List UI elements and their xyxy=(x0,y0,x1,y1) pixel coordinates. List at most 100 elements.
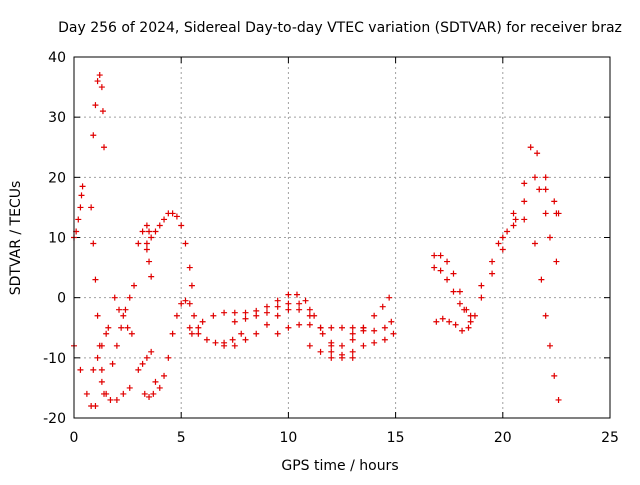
data-point xyxy=(437,252,444,259)
series-arc-14 xyxy=(152,297,202,391)
data-point xyxy=(512,216,519,223)
data-point xyxy=(173,213,180,220)
data-point xyxy=(371,327,378,334)
data-point xyxy=(263,309,270,316)
data-point xyxy=(306,321,313,328)
data-point xyxy=(107,396,114,403)
data-point xyxy=(274,312,281,319)
data-point xyxy=(431,264,438,271)
data-point xyxy=(173,312,180,319)
series-arc-15 xyxy=(186,324,245,346)
data-point xyxy=(551,198,558,205)
data-point xyxy=(161,216,168,223)
data-point xyxy=(319,330,326,337)
data-point xyxy=(199,318,206,325)
data-point xyxy=(452,321,459,328)
data-point xyxy=(463,306,470,313)
y-tick-label: 40 xyxy=(48,50,66,66)
data-point xyxy=(98,378,105,385)
series-arc-29 xyxy=(531,240,562,403)
data-point xyxy=(124,324,131,331)
data-point xyxy=(116,306,123,313)
data-point xyxy=(75,216,82,223)
data-point xyxy=(139,360,146,367)
data-point xyxy=(542,186,549,193)
series-arc-30 xyxy=(536,186,560,265)
data-point xyxy=(169,210,176,217)
data-point xyxy=(371,312,378,319)
data-point xyxy=(94,312,101,319)
data-point xyxy=(349,336,356,343)
data-point xyxy=(195,330,202,337)
data-point xyxy=(551,372,558,379)
data-point xyxy=(103,390,110,397)
data-point xyxy=(152,228,159,235)
data-point xyxy=(210,312,217,319)
data-point xyxy=(90,132,97,139)
data-point xyxy=(143,222,150,229)
data-point xyxy=(120,312,127,319)
data-point xyxy=(253,312,260,319)
data-point xyxy=(126,294,133,301)
series-arc-4 xyxy=(90,72,108,151)
data-point xyxy=(504,228,511,235)
series-arc-3 xyxy=(88,204,108,397)
data-point xyxy=(439,315,446,322)
data-point xyxy=(328,324,335,331)
series-arc-2 xyxy=(71,183,86,241)
data-point xyxy=(349,354,356,361)
data-point xyxy=(148,234,155,241)
data-point xyxy=(317,348,324,355)
data-point xyxy=(231,309,238,316)
y-tick-label: 0 xyxy=(57,291,66,307)
data-point xyxy=(450,288,457,295)
data-point xyxy=(339,324,345,331)
data-point xyxy=(302,297,309,304)
data-point xyxy=(118,324,125,331)
data-point xyxy=(274,297,281,304)
x-axis-label: GPS time / hours xyxy=(281,458,398,474)
data-point xyxy=(148,348,155,355)
data-point xyxy=(444,258,451,265)
data-point xyxy=(538,276,545,283)
data-point xyxy=(555,396,562,403)
data-point xyxy=(274,330,281,337)
data-point xyxy=(139,228,146,235)
data-point xyxy=(186,300,193,307)
data-points xyxy=(71,72,562,409)
data-point xyxy=(231,318,238,325)
data-point xyxy=(152,378,159,385)
data-point xyxy=(182,240,189,247)
data-point xyxy=(98,366,105,373)
x-tick-label: 25 xyxy=(601,430,619,446)
data-point xyxy=(553,210,560,217)
data-point xyxy=(165,354,172,361)
chart-title: Day 256 of 2024, Sidereal Day-to-day VTE… xyxy=(58,20,622,36)
data-point xyxy=(88,204,95,211)
series-arc-21 xyxy=(328,294,393,355)
data-point xyxy=(96,72,103,79)
series-arc-24 xyxy=(431,264,470,313)
data-point xyxy=(306,342,313,349)
data-point xyxy=(531,240,538,247)
data-point xyxy=(231,342,238,349)
data-point xyxy=(131,282,138,289)
data-point xyxy=(150,390,157,397)
data-point xyxy=(546,342,553,349)
data-point xyxy=(431,252,438,259)
data-point xyxy=(553,258,560,265)
data-point xyxy=(433,318,440,325)
y-tick-label: 10 xyxy=(48,231,66,247)
data-point xyxy=(456,300,463,307)
data-point xyxy=(105,324,112,331)
data-point xyxy=(92,276,99,283)
data-point xyxy=(78,192,85,199)
series-arc-10 xyxy=(143,210,195,289)
data-point xyxy=(459,327,466,334)
data-point xyxy=(109,360,116,367)
data-point xyxy=(510,222,517,229)
data-point xyxy=(478,294,485,301)
series-arc-1 xyxy=(71,342,99,409)
series-arc-7 xyxy=(109,282,138,367)
data-point xyxy=(79,183,86,190)
